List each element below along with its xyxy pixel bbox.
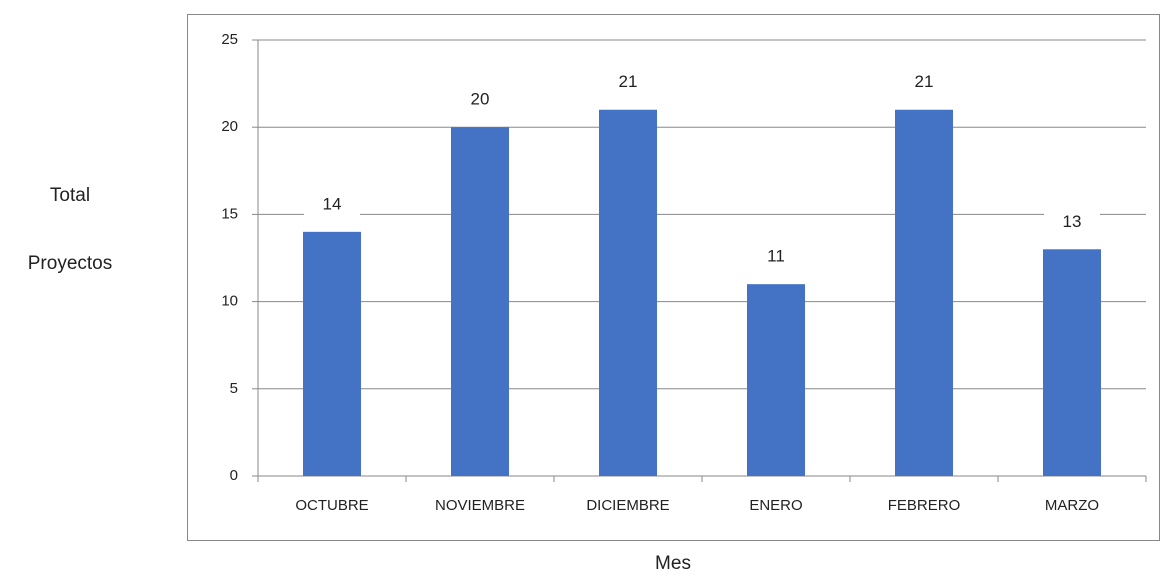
bar xyxy=(747,284,805,476)
y-tick-label: 25 xyxy=(221,31,238,48)
y-axis-label: Total xyxy=(50,185,90,206)
data-label: 11 xyxy=(767,247,785,266)
y-axis-label: Proyectos xyxy=(28,253,112,274)
x-axis-label: Mes xyxy=(655,553,691,574)
data-label-bg xyxy=(1044,209,1100,236)
x-tick-label: OCTUBRE xyxy=(295,497,368,514)
x-tick-label: NOVIEMBRE xyxy=(435,497,525,514)
x-tick-label: MARZO xyxy=(1045,497,1099,514)
x-tick-label: DICIEMBRE xyxy=(586,497,669,514)
y-tick-label: 10 xyxy=(221,293,238,310)
bar xyxy=(599,109,657,476)
y-tick-label: 15 xyxy=(221,205,238,222)
x-tick-label: ENERO xyxy=(749,497,802,514)
data-label-bg xyxy=(748,244,804,271)
data-label-bg xyxy=(896,69,952,96)
x-tick-label: FEBRERO xyxy=(888,497,961,514)
bar xyxy=(451,127,509,476)
bar xyxy=(303,231,361,476)
bar xyxy=(1043,249,1101,476)
data-label: 14 xyxy=(323,194,342,213)
bar xyxy=(895,109,953,476)
data-label-bg xyxy=(600,69,656,96)
data-label: 21 xyxy=(915,72,934,91)
data-label: 13 xyxy=(1063,212,1082,231)
y-tick-label: 5 xyxy=(230,380,238,397)
y-tick-label: 0 xyxy=(230,467,238,484)
data-label: 21 xyxy=(619,72,638,91)
data-label-bg xyxy=(304,191,360,218)
y-tick-label: 20 xyxy=(221,118,238,135)
data-label-bg xyxy=(452,87,508,114)
data-label: 20 xyxy=(471,90,490,109)
